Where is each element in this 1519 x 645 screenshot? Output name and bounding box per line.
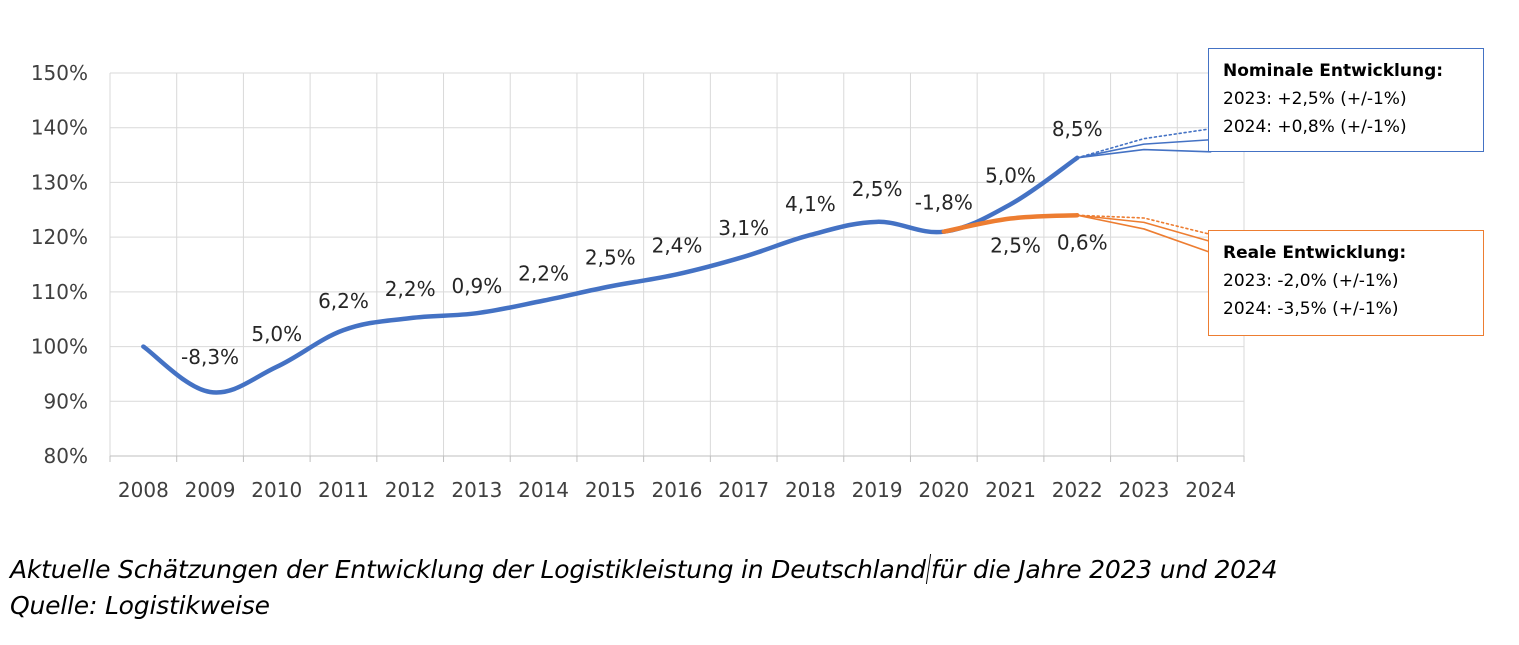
nominal-history-data-label: 8,5%: [1052, 117, 1103, 141]
nominal-forecast-mid-line: [1076, 138, 1212, 159]
real-annotation-title: Reale Entwicklung:: [1223, 243, 1407, 263]
x-tick-label: 2018: [785, 478, 836, 502]
x-tick-label: 2008: [118, 478, 169, 502]
y-tick-label: 80%: [44, 444, 88, 468]
real-forecast-lower-line: [1076, 214, 1212, 254]
y-tick-label: 90%: [44, 389, 88, 413]
nominal-history-data-label: 2,4%: [652, 233, 703, 257]
real-annotation-box: Reale Entwicklung: 2023: -2,0% (+/-1%) 2…: [1208, 230, 1484, 336]
x-tick-label: 2012: [385, 478, 436, 502]
nominal-forecast-lower-line: [1076, 148, 1212, 159]
line-chart: 80%90%100%110%120%130%140%150% 2008 2009 2…: [31, 61, 1245, 502]
real-history-data-label: 0,6%: [1057, 230, 1108, 254]
x-tick-label: 2019: [852, 478, 903, 502]
real-history-data-label: 2,5%: [990, 234, 1041, 258]
y-axis: 80% 90% 100% 110% 120% 130% 140% 150%: [31, 61, 88, 468]
caption-text-b: für die Jahre 2023 und 2024: [930, 555, 1278, 584]
real-history-line: [941, 213, 1080, 234]
real-annotation-2024: 2024: -3,5% (+/-1%): [1223, 299, 1399, 319]
x-tick-label: 2014: [518, 478, 569, 502]
caption-line-1: Aktuelle Schätzungen der Entwicklung der…: [10, 552, 1277, 588]
nominal-history-data-label: 0,9%: [451, 274, 502, 298]
x-tick-label: 2011: [318, 478, 369, 502]
nominal-annotation-box: Nominale Entwicklung: 2023: +2,5% (+/-1%…: [1208, 48, 1484, 152]
nominal-history-data-label: 2,2%: [518, 262, 569, 286]
y-tick-label: 150%: [31, 61, 88, 85]
x-tick-label: 2022: [1052, 478, 1103, 502]
nominal-annotation-2023: 2023: +2,5% (+/-1%): [1223, 89, 1407, 109]
nominal-annotation-title: Nominale Entwicklung:: [1223, 61, 1444, 81]
series-lines: [141, 128, 1212, 395]
real-annotation-2023: 2023: -2,0% (+/-1%): [1223, 271, 1399, 291]
x-axis: 2008 2009 2010 2011 2012 2013 2014 2015 2016 2017…: [109, 455, 1245, 502]
nominal-history-data-label: 2,5%: [852, 177, 903, 201]
nominal-history-data-label: 2,2%: [385, 277, 436, 301]
y-tick-label: 110%: [31, 280, 88, 304]
nominal-history-data-label: 5,0%: [985, 163, 1036, 187]
nominal-forecast-upper-line: [1076, 128, 1212, 159]
real-forecast-mid-line: [1076, 214, 1212, 243]
x-tick-label: 2013: [451, 478, 502, 502]
x-tick-label: 2023: [1118, 478, 1169, 502]
caption-line-2: Quelle: Logistikweise: [10, 591, 270, 620]
nominal-history-data-label: 6,2%: [318, 289, 369, 313]
x-tick-label: 2016: [652, 478, 703, 502]
x-tick-label: 2021: [985, 478, 1036, 502]
y-tick-label: 140%: [31, 116, 88, 140]
y-tick-label: 130%: [31, 170, 88, 194]
nominal-history-data-label: -8,3%: [181, 345, 239, 369]
x-tick-label: 2017: [718, 478, 769, 502]
nominal-history-data-label: -1,8%: [915, 191, 973, 215]
real-forecast-upper-line: [1076, 214, 1212, 236]
nominal-history-data-label: 3,1%: [718, 216, 769, 240]
figure-caption: Aktuelle Schätzungen der Entwicklung der…: [10, 552, 1277, 624]
y-tick-label: 120%: [31, 225, 88, 249]
x-tick-label: 2009: [185, 478, 236, 502]
x-tick-label: 2015: [585, 478, 636, 502]
nominal-history-data-label: 4,1%: [785, 192, 836, 216]
nominal-history-data-label: 5,0%: [251, 322, 302, 346]
x-tick-label: 2024: [1185, 478, 1236, 502]
y-tick-label: 100%: [31, 335, 88, 359]
nominal-history-line: [141, 155, 1080, 395]
x-tick-label: 2020: [918, 478, 969, 502]
data-labels: -8,3% 5,0% 6,2% 2,2% 0,9% 2,2% 2,5% 2,4% 3,1% 4,1…: [181, 117, 1108, 369]
x-tick-label: 2010: [251, 478, 302, 502]
nominal-history-data-label: 2,5%: [585, 245, 636, 269]
caption-text-a: Aktuelle Schätzungen der Entwicklung der…: [10, 555, 926, 584]
nominal-annotation-2024: 2024: +0,8% (+/-1%): [1223, 117, 1407, 137]
